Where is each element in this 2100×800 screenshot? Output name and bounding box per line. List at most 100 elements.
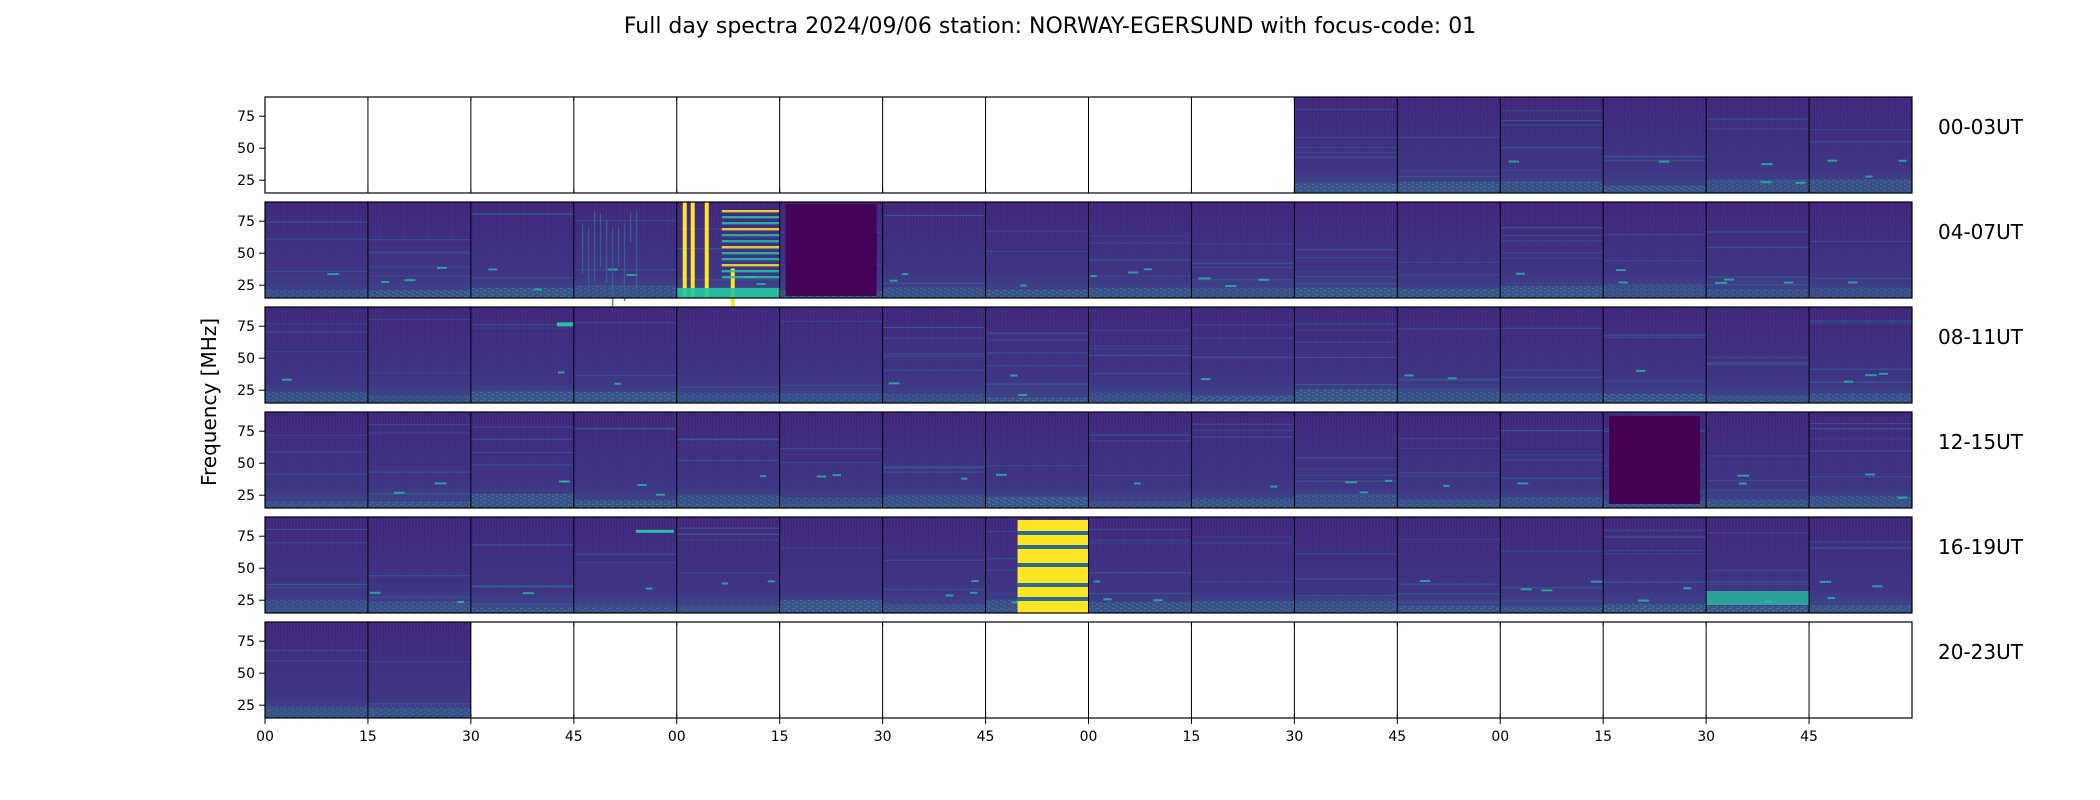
row-time-label: 04-07UT (1938, 220, 2024, 244)
spectrum-panel (1808, 202, 1913, 298)
spectrum-panel (1499, 412, 1604, 508)
spectrum-panel (1396, 202, 1501, 298)
spectrum-panel (264, 97, 369, 193)
spectrum-panel (470, 412, 575, 508)
spectra-row: 25 50 75 00-03UT (237, 96, 2024, 194)
spectrum-panel (985, 307, 1089, 403)
x-tick-label: 00 (1080, 729, 1098, 745)
spectrum-panel (1088, 97, 1192, 193)
row-frame (264, 306, 1913, 404)
x-tick-label: 00 (668, 729, 686, 745)
spectrum-panel (676, 622, 781, 718)
spectra-row: 25 50 75 08-11UT (237, 306, 2024, 404)
spectrum-panel (1499, 517, 1604, 613)
spectrum-panel (985, 622, 1089, 718)
x-tick-label: 15 (359, 729, 377, 745)
y-tick-label: 25 (237, 278, 255, 294)
x-tick-label: 30 (1285, 729, 1303, 745)
spectra-row: 25 50 75 16-19UT (237, 516, 2024, 614)
y-tick-label: 50 (237, 666, 255, 682)
spectrum-panel (470, 622, 575, 718)
row-time-label: 16-19UT (1938, 535, 2024, 559)
spectrum-panel (1602, 307, 1707, 403)
spectrum-panel (1808, 412, 1913, 508)
x-tick-label: 15 (1183, 729, 1201, 745)
spectra-row: 25 50 75 20-23UT (237, 621, 2024, 719)
row-frame (264, 201, 1913, 299)
spectrum-panel (367, 307, 472, 403)
spectrum-panel (1499, 307, 1604, 403)
spectrum-panel (779, 202, 884, 298)
y-tick-label: 50 (237, 351, 255, 367)
spectrum-panel (1499, 97, 1604, 193)
spectrum-panel (1190, 412, 1295, 508)
row-time-label: 00-03UT (1938, 115, 2024, 139)
spectrum-panel (1602, 412, 1707, 508)
row-time-label: 20-23UT (1938, 640, 2024, 664)
spectrum-panel (1602, 622, 1707, 718)
spectrum-panel (573, 202, 678, 307)
spectrum-panel (367, 412, 472, 508)
y-tick-label: 75 (237, 634, 255, 650)
spectrum-panel (1088, 517, 1192, 613)
spectrum-panel (1088, 307, 1192, 403)
y-tick-label: 50 (237, 141, 255, 157)
spectrum-panel (882, 622, 987, 718)
spectrum-panel (1499, 202, 1604, 298)
spectrum-panel (1088, 622, 1192, 718)
spectrum-panel (779, 517, 884, 613)
spectrum-panel (676, 412, 781, 508)
x-tick-label: 30 (1697, 729, 1715, 745)
y-tick-label: 50 (237, 246, 255, 262)
spectrum-panel (882, 412, 987, 508)
spectrum-panel (264, 517, 369, 613)
spectrum-panel (1705, 307, 1810, 403)
x-tick-label: 45 (1800, 729, 1818, 745)
spectrum-panel (1293, 517, 1398, 613)
spectrum-panel (1705, 202, 1810, 298)
spectrum-panel (1293, 622, 1398, 718)
spectrum-panel (470, 307, 575, 403)
y-tick-label: 25 (237, 593, 255, 609)
spectrum-panel (1705, 622, 1810, 718)
spectrum-panel (1705, 517, 1810, 613)
y-tick-label: 75 (237, 319, 255, 335)
spectrum-panel (1088, 202, 1192, 298)
spectrum-panel (1190, 97, 1295, 193)
spectrum-panel (1190, 622, 1295, 718)
spectrum-panel (573, 517, 678, 613)
spectrum-panel (367, 97, 472, 193)
spectrum-panel (573, 97, 678, 193)
row-frame (264, 411, 1913, 509)
spectrum-panel (882, 202, 987, 298)
spectrum-panel (1396, 517, 1501, 613)
spectrum-panel (882, 97, 987, 193)
row-time-label: 12-15UT (1938, 430, 2024, 454)
spectrum-panel (470, 202, 575, 298)
spectrum-panel (1602, 517, 1707, 613)
spectrum-panel (367, 517, 472, 613)
spectrum-panel (985, 202, 1089, 298)
y-tick-label: 25 (237, 698, 255, 714)
spectrum-panel (779, 97, 884, 193)
spectrum-panel (882, 307, 987, 403)
spectrum-panel (470, 517, 575, 613)
spectrum-panel (1396, 412, 1501, 508)
spectrum-panel (676, 97, 781, 193)
spectrum-panel (676, 307, 781, 403)
spectrum-panel (1602, 97, 1707, 193)
spectra-row: 25 50 75 04-07UT (237, 201, 2024, 327)
spectrum-panel (573, 412, 678, 508)
spectrum-panel (1808, 517, 1913, 613)
y-tick-label: 25 (237, 488, 255, 504)
spectrum-panel (1705, 97, 1810, 193)
x-tick-label: 00 (1491, 729, 1509, 745)
spectrum-panel (264, 307, 369, 403)
spectrum-panel (1808, 97, 1913, 193)
y-tick-label: 50 (237, 561, 255, 577)
x-tick-label: 45 (565, 729, 583, 745)
spectrum-panel (676, 517, 781, 613)
spectrum-panel (1190, 307, 1295, 403)
